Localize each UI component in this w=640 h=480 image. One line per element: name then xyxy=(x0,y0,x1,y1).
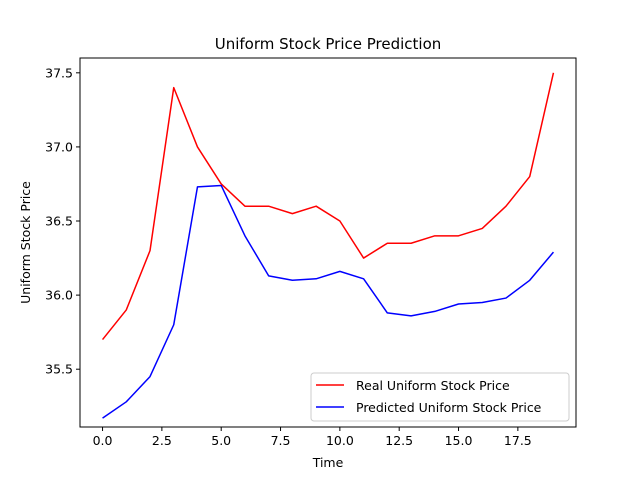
legend-label-predicted: Predicted Uniform Stock Price xyxy=(356,400,542,415)
y-axis-ticks: 35.5 36.0 36.5 37.0 37.5 xyxy=(45,65,80,377)
y-tick-label: 36.0 xyxy=(45,288,73,303)
legend-label-real: Real Uniform Stock Price xyxy=(356,378,510,393)
x-tick-label: 15.0 xyxy=(445,433,473,448)
series-line-real xyxy=(101,72,555,341)
x-tick-label: 7.5 xyxy=(271,433,291,448)
x-tick-label: 5.0 xyxy=(211,433,231,448)
legend-box xyxy=(310,372,570,422)
series-line-predicted xyxy=(102,184,555,419)
plot-frame xyxy=(79,57,577,428)
y-tick-label: 37.0 xyxy=(45,139,73,154)
x-tick-label: 10.0 xyxy=(326,433,354,448)
y-tick-label: 37.5 xyxy=(45,65,73,80)
x-tick-label: 2.5 xyxy=(152,433,172,448)
x-axis-label: Time xyxy=(312,455,344,470)
x-axis-ticks: 0.0 2.5 5.0 7.5 10.0 12.5 15.0 17.5 xyxy=(93,427,532,448)
legend: Real Uniform Stock Price Predicted Unifo… xyxy=(310,372,570,422)
y-tick-label: 35.5 xyxy=(45,362,73,377)
y-axis-label: Uniform Stock Price xyxy=(18,181,33,304)
series-layer xyxy=(101,72,555,419)
x-tick-label: 17.5 xyxy=(504,433,532,448)
x-tick-label: 12.5 xyxy=(385,433,413,448)
chart-title: Uniform Stock Price Prediction xyxy=(215,35,442,53)
y-tick-label: 36.5 xyxy=(45,214,73,229)
x-tick-label: 0.0 xyxy=(93,433,113,448)
